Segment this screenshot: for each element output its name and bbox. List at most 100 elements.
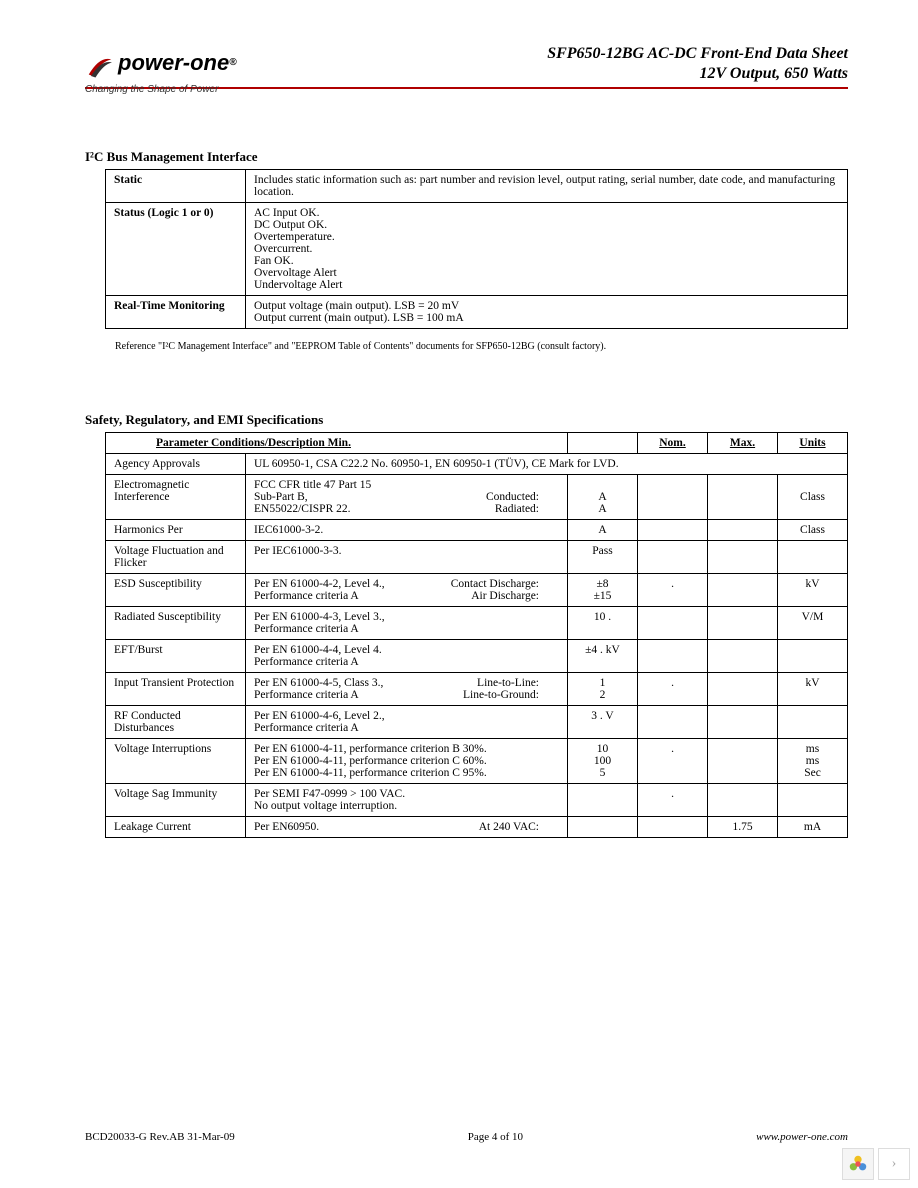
table-row: Electromagnetic InterferenceFCC CFR titl… xyxy=(106,475,848,520)
corner-widget: › xyxy=(842,1148,910,1180)
row-max xyxy=(708,739,778,784)
row-nom: . xyxy=(638,784,708,817)
row-label: Real-Time Monitoring xyxy=(106,296,246,329)
logo-tagline: Changing the Shape of Power xyxy=(85,84,237,95)
row-units: V/M xyxy=(778,607,848,640)
row-units: ms ms Sec xyxy=(778,739,848,784)
row-label: EFT/Burst xyxy=(106,640,246,673)
row-label: RF Conducted Disturbances xyxy=(106,706,246,739)
table-row: Input Transient ProtectionPer EN 61000-4… xyxy=(106,673,848,706)
col-max: Max. xyxy=(708,433,778,454)
petal-icon[interactable] xyxy=(842,1148,874,1180)
row-max: 1.75 xyxy=(708,817,778,838)
row-max xyxy=(708,541,778,574)
table-header-row: Parameter Conditions/Description Min. Nom… xyxy=(106,433,848,454)
col-param: Parameter Conditions/Description Min. xyxy=(106,433,568,454)
row-nom xyxy=(638,607,708,640)
page-header: power-one® Changing the Shape of Power S… xyxy=(85,40,848,89)
row-min: 1 2 xyxy=(568,673,638,706)
row-min: 10 . xyxy=(568,607,638,640)
logo-block: power-one® Changing the Shape of Power xyxy=(85,50,237,95)
row-desc: Output voltage (main output). LSB = 20 m… xyxy=(246,296,848,329)
table-row: Voltage Sag ImmunityPer SEMI F47-0999 > … xyxy=(106,784,848,817)
footer-right: www.power-one.com xyxy=(756,1131,848,1143)
table-row: Status (Logic 1 or 0)AC Input OK. DC Out… xyxy=(106,203,848,296)
row-label: Voltage Fluctuation and Flicker xyxy=(106,541,246,574)
chevron-right-icon[interactable]: › xyxy=(878,1148,910,1180)
row-max xyxy=(708,640,778,673)
row-desc: Includes static information such as: par… xyxy=(246,170,848,203)
row-desc: Per EN 61000-4-11, performance criterion… xyxy=(246,739,568,784)
table-row: Radiated SusceptibilityPer EN 61000-4-3,… xyxy=(106,607,848,640)
table-row: Real-Time MonitoringOutput voltage (main… xyxy=(106,296,848,329)
row-label: ESD Susceptibility xyxy=(106,574,246,607)
row-nom xyxy=(638,541,708,574)
row-desc: AC Input OK. DC Output OK. Overtemperatu… xyxy=(246,203,848,296)
logo-reg: ® xyxy=(229,57,236,68)
table-row: EFT/BurstPer EN 61000-4-4, Level 4. Perf… xyxy=(106,640,848,673)
row-min xyxy=(568,784,638,817)
row-units xyxy=(778,784,848,817)
table-row: StaticIncludes static information such a… xyxy=(106,170,848,203)
table-row: Leakage CurrentPer EN60950.At 240 VAC: 1.… xyxy=(106,817,848,838)
row-nom xyxy=(638,706,708,739)
col-nom: Nom. xyxy=(638,433,708,454)
footer-left: BCD20033-G Rev.AB 31-Mar-09 xyxy=(85,1131,235,1143)
logo-name: power-one xyxy=(118,50,229,75)
row-units xyxy=(778,640,848,673)
row-min: A A xyxy=(568,475,638,520)
table-row: ESD SusceptibilityPer EN 61000-4-2, Leve… xyxy=(106,574,848,607)
row-units: Class xyxy=(778,475,848,520)
col-units: Units xyxy=(778,433,848,454)
row-nom: . xyxy=(638,574,708,607)
row-max xyxy=(708,574,778,607)
row-desc: Per EN 61000-4-5, Class 3.,Line-to-Line:… xyxy=(246,673,568,706)
row-nom xyxy=(638,475,708,520)
row-nom: . xyxy=(638,673,708,706)
row-nom xyxy=(638,817,708,838)
row-units xyxy=(778,706,848,739)
col-min-blank xyxy=(568,433,638,454)
table-row: Agency ApprovalsUL 60950-1, CSA C22.2 No… xyxy=(106,454,848,475)
row-max xyxy=(708,673,778,706)
row-desc: FCC CFR title 47 Part 15Sub-Part B,Condu… xyxy=(246,475,568,520)
row-desc: Per EN 61000-4-3, Level 3., Performance … xyxy=(246,607,568,640)
row-desc: Per EN 61000-4-2, Level 4.,Contact Disch… xyxy=(246,574,568,607)
i2c-table: StaticIncludes static information such a… xyxy=(105,169,848,329)
row-desc: UL 60950-1, CSA C22.2 No. 60950-1, EN 60… xyxy=(246,454,848,475)
row-label: Voltage Interruptions xyxy=(106,739,246,784)
table-row: Voltage Fluctuation and FlickerPer IEC61… xyxy=(106,541,848,574)
safety-table: Parameter Conditions/Description Min. Nom… xyxy=(105,432,848,838)
row-min xyxy=(568,817,638,838)
row-units: mA xyxy=(778,817,848,838)
row-max xyxy=(708,607,778,640)
row-desc: Per SEMI F47-0999 > 100 VAC. No output v… xyxy=(246,784,568,817)
section2-title: Safety, Regulatory, and EMI Specificatio… xyxy=(85,412,848,428)
row-desc: Per EN60950.At 240 VAC: xyxy=(246,817,568,838)
page: power-one® Changing the Shape of Power S… xyxy=(0,0,918,878)
table-row: Voltage InterruptionsPer EN 61000-4-11, … xyxy=(106,739,848,784)
row-label: Radiated Susceptibility xyxy=(106,607,246,640)
row-units: Class xyxy=(778,520,848,541)
row-label: Electromagnetic Interference xyxy=(106,475,246,520)
section1-footnote: Reference "I²C Management Interface" and… xyxy=(115,341,848,352)
table-row: RF Conducted DisturbancesPer EN 61000-4-… xyxy=(106,706,848,739)
row-max xyxy=(708,520,778,541)
row-min: ±4 . kV xyxy=(568,640,638,673)
row-desc: Per EN 61000-4-6, Level 2., Performance … xyxy=(246,706,568,739)
row-min: 3 . V xyxy=(568,706,638,739)
section1-title: I²C Bus Management Interface xyxy=(85,149,848,165)
row-min: ±8 ±15 xyxy=(568,574,638,607)
page-footer: BCD20033-G Rev.AB 31-Mar-09 Page 4 of 10… xyxy=(85,1131,848,1143)
row-units xyxy=(778,541,848,574)
table-row: Harmonics Per IEC61000-3-2.A Class xyxy=(106,520,848,541)
row-label: Agency Approvals xyxy=(106,454,246,475)
row-desc: IEC61000-3-2. xyxy=(246,520,568,541)
row-label: Harmonics Per xyxy=(106,520,246,541)
row-min: Pass xyxy=(568,541,638,574)
row-label: Leakage Current xyxy=(106,817,246,838)
row-min: A xyxy=(568,520,638,541)
row-label: Status (Logic 1 or 0) xyxy=(106,203,246,296)
row-units: kV xyxy=(778,574,848,607)
row-max xyxy=(708,784,778,817)
